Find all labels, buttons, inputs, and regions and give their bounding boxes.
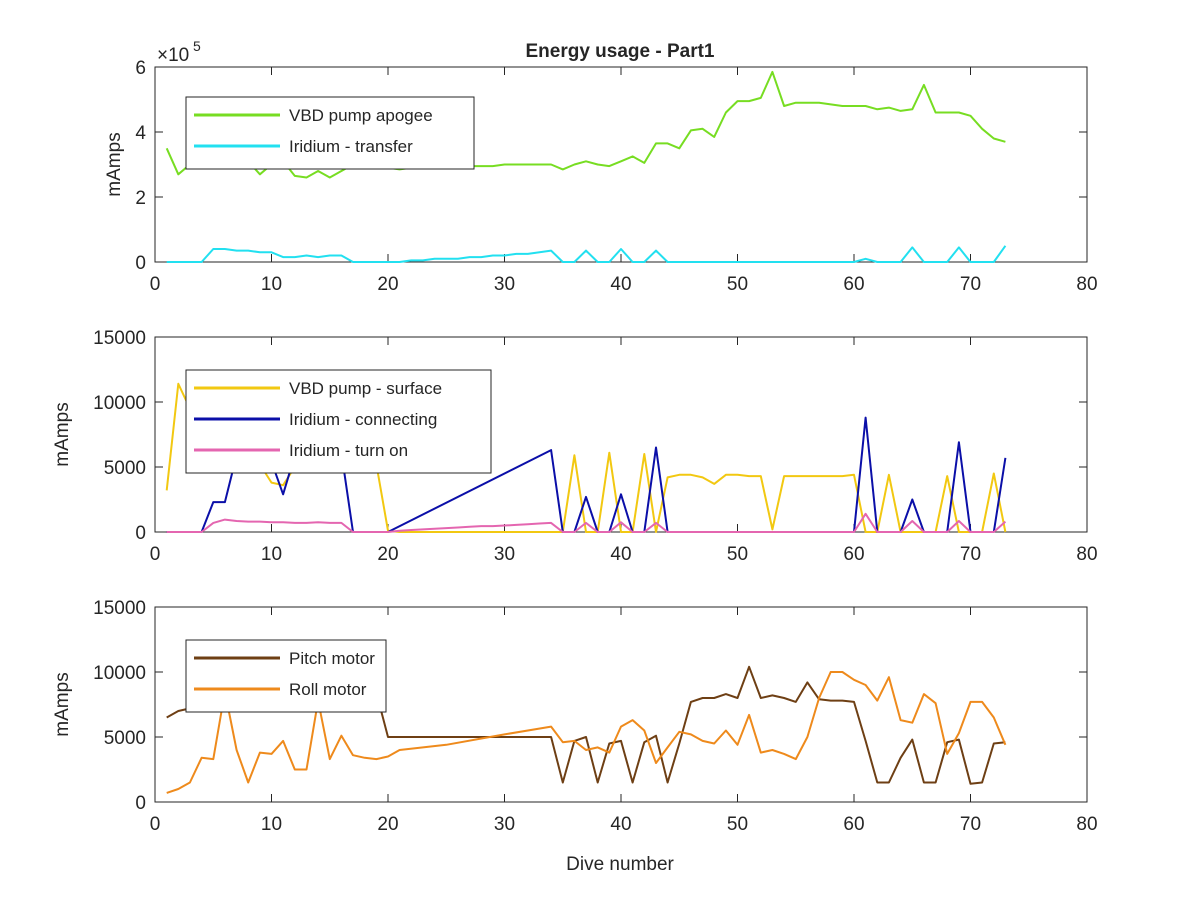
legend-box	[185, 639, 387, 713]
legend-label: Pitch motor	[289, 649, 375, 668]
x-tick-label: 80	[1076, 814, 1097, 835]
y-tick-label: 5000	[104, 728, 146, 749]
series-line-2	[166, 245, 1007, 263]
y-axis-label: mAmps	[52, 672, 73, 736]
x-tick-label: 40	[610, 814, 631, 835]
legend-label: VBD pump - surface	[289, 379, 442, 398]
legend-label: VBD pump apogee	[289, 106, 433, 125]
legend-label: Iridium - transfer	[289, 137, 413, 156]
legend-label: Iridium - turn on	[289, 441, 408, 460]
y-exponent-label: ×10	[157, 45, 189, 66]
x-tick-label: 80	[1076, 544, 1097, 565]
legend-box	[185, 96, 475, 170]
x-tick-label: 50	[727, 814, 748, 835]
x-tick-label: 20	[377, 544, 398, 565]
x-tick-label: 20	[377, 814, 398, 835]
subplot-2: 0 10 20 30 40 50 60 70 80 0 5000 10000 15000 mAmps VBD…	[52, 328, 1098, 565]
x-tick-label: 10	[261, 814, 282, 835]
subplot-1: 0 10 20 30 40 50 60 70 80 0 2 4 6 mAmps ×10 5 VBD pump a…	[104, 38, 1098, 295]
y-tick-label: 15000	[93, 598, 146, 619]
x-tick-label: 10	[261, 544, 282, 565]
y-tick-label: 4	[135, 123, 146, 144]
series-line-1	[165, 70, 1006, 179]
x-tick-label: 30	[494, 814, 515, 835]
x-axis-label: Dive number	[566, 854, 674, 875]
y-tick-label: 0	[135, 793, 146, 814]
x-tick-label: 30	[494, 544, 515, 565]
series-line-2	[166, 671, 1007, 794]
x-tick-label: 60	[843, 274, 864, 295]
x-tick-label: 0	[150, 814, 161, 835]
x-tick-label: 20	[377, 274, 398, 295]
x-tick-label: 30	[494, 274, 515, 295]
y-tick-label: 6	[135, 58, 146, 79]
legend-label: Iridium - connecting	[289, 410, 437, 429]
y-axis-label: mAmps	[52, 402, 73, 466]
x-tick-label: 60	[843, 814, 864, 835]
x-tick-label: 40	[610, 274, 631, 295]
x-tick-label: 60	[843, 544, 864, 565]
x-tick-label: 50	[727, 274, 748, 295]
y-tick-label: 0	[135, 253, 146, 274]
x-tick-label: 0	[150, 544, 161, 565]
y-tick-label: 0	[135, 523, 146, 544]
y-tick-label: 10000	[93, 393, 146, 414]
x-tick-label: 70	[960, 814, 981, 835]
y-axis-label: mAmps	[104, 132, 125, 196]
y-tick-label: 15000	[93, 328, 146, 349]
x-tick-label: 70	[960, 274, 981, 295]
legend-label: Roll motor	[289, 680, 367, 699]
y-exponent-power: 5	[193, 38, 201, 54]
x-tick-label: 40	[610, 544, 631, 565]
series-line-3	[166, 512, 1007, 533]
x-tick-label: 80	[1076, 274, 1097, 295]
x-tick-label: 50	[727, 544, 748, 565]
x-tick-label: 70	[960, 544, 981, 565]
subplots: 0 10 20 30 40 50 60 70 80 0 2 4 6 mAmps ×10 5 VBD pump a…	[52, 38, 1098, 835]
figure-title: Energy usage - Part1	[525, 41, 714, 62]
y-tick-label: 10000	[93, 663, 146, 684]
x-tick-label: 0	[150, 274, 161, 295]
x-tick-label: 10	[261, 274, 282, 295]
y-tick-label: 5000	[104, 458, 146, 479]
y-tick-label: 2	[135, 188, 146, 209]
subplot-3: 0 10 20 30 40 50 60 70 80 0 5000 10000 15000 mAmps Pit…	[52, 598, 1098, 835]
